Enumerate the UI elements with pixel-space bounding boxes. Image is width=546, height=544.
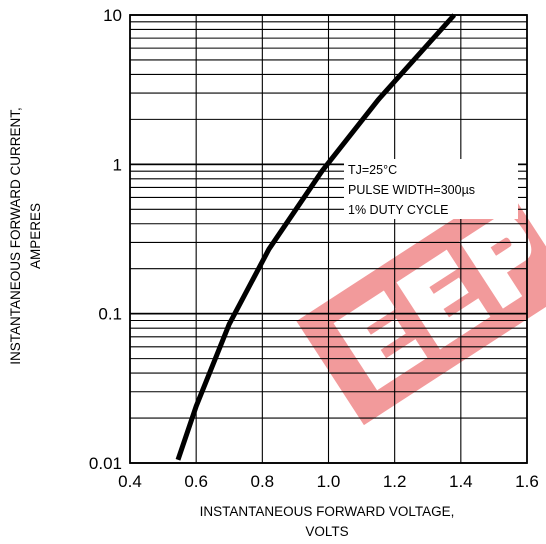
y-axis-title-line1: INSTANTANEOUS FORWARD CURRENT,	[8, 107, 23, 365]
x-tick-label: 1.2	[383, 472, 407, 491]
annotation-duty-cycle: 1% DUTY CYCLE	[348, 203, 449, 217]
y-tick-label: 0.1	[98, 305, 122, 324]
watermark-logo	[296, 184, 546, 426]
y-axis-title-line2: AMPERES	[28, 203, 43, 269]
x-axis-title-line2: VOLTS	[305, 524, 348, 539]
x-tick-label: 1.6	[515, 472, 539, 491]
y-tick-labels: 0.01 0.1 1 10	[89, 6, 122, 473]
plot-border	[129, 14, 528, 464]
x-tick-label: 0.4	[118, 472, 142, 491]
x-tick-label: 0.6	[184, 472, 208, 491]
annotation-pulse-width: PULSE WIDTH=300µs	[348, 183, 475, 197]
y-tick-label: 0.01	[89, 454, 122, 473]
plot-frame	[129, 14, 528, 464]
x-tick-label: 1.0	[317, 472, 341, 491]
forward-current-curve	[175, 13, 457, 461]
annotation-temperature: TJ=25°C	[348, 163, 397, 177]
x-tick-label: 1.4	[449, 472, 473, 491]
y-tick-label: 10	[103, 6, 122, 25]
x-axis-title-line1: INSTANTANEOUS FORWARD VOLTAGE,	[200, 504, 455, 519]
y-tick-label: 1	[113, 155, 122, 174]
x-tick-label: 0.8	[251, 472, 275, 491]
x-tick-labels: 0.4 0.6 0.8 1.0 1.2 1.4 1.6	[118, 472, 539, 491]
grid-lines	[129, 14, 528, 464]
annotation-box	[344, 159, 518, 219]
